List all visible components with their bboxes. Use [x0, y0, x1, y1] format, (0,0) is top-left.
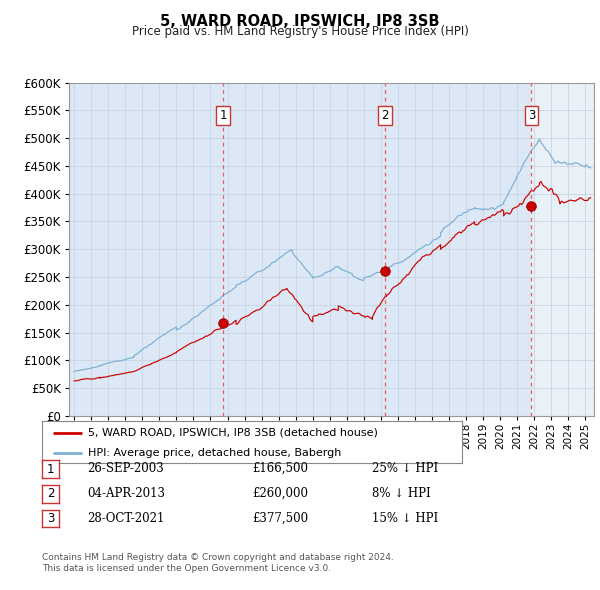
Text: £166,500: £166,500 — [252, 462, 308, 475]
Text: 15% ↓ HPI: 15% ↓ HPI — [372, 512, 438, 525]
Text: 5, WARD ROAD, IPSWICH, IP8 3SB: 5, WARD ROAD, IPSWICH, IP8 3SB — [160, 14, 440, 28]
Text: Contains HM Land Registry data © Crown copyright and database right 2024.: Contains HM Land Registry data © Crown c… — [42, 553, 394, 562]
Text: 26-SEP-2003: 26-SEP-2003 — [87, 462, 164, 475]
Text: £377,500: £377,500 — [252, 512, 308, 525]
Text: 3: 3 — [528, 109, 535, 123]
Text: 2: 2 — [382, 109, 389, 123]
Text: Price paid vs. HM Land Registry's House Price Index (HPI): Price paid vs. HM Land Registry's House … — [131, 25, 469, 38]
Text: 1: 1 — [47, 463, 54, 476]
Text: 04-APR-2013: 04-APR-2013 — [87, 487, 165, 500]
Bar — [532, 83, 600, 416]
Text: This data is licensed under the Open Government Licence v3.0.: This data is licensed under the Open Gov… — [42, 564, 331, 573]
Text: £260,000: £260,000 — [252, 487, 308, 500]
Text: HPI: Average price, detached house, Babergh: HPI: Average price, detached house, Babe… — [88, 448, 341, 457]
Text: 2: 2 — [47, 487, 54, 500]
Text: 1: 1 — [220, 109, 227, 123]
Text: 3: 3 — [47, 512, 54, 525]
Text: 5, WARD ROAD, IPSWICH, IP8 3SB (detached house): 5, WARD ROAD, IPSWICH, IP8 3SB (detached… — [88, 428, 378, 438]
Text: 28-OCT-2021: 28-OCT-2021 — [87, 512, 164, 525]
Text: 25% ↓ HPI: 25% ↓ HPI — [372, 462, 438, 475]
Text: 8% ↓ HPI: 8% ↓ HPI — [372, 487, 431, 500]
